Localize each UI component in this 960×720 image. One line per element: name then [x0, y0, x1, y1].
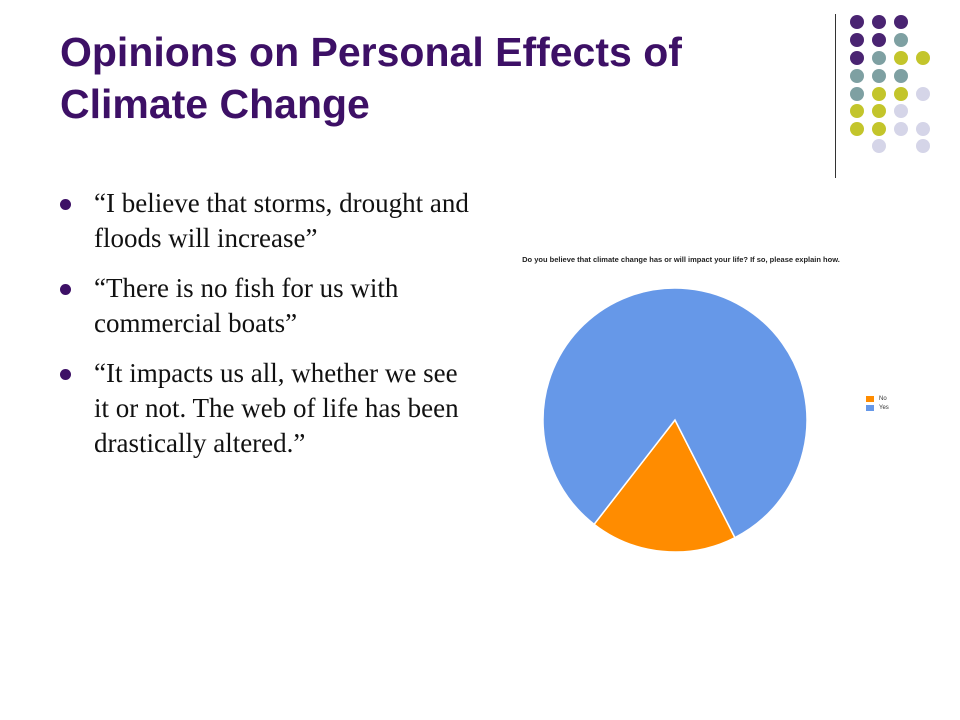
decorative-dot: [916, 122, 930, 136]
decorative-dot: [872, 15, 886, 29]
decorative-dot: [872, 122, 886, 136]
decorative-dot: [872, 33, 886, 47]
legend-swatch-no: [866, 395, 874, 402]
decorative-dot: [894, 51, 908, 65]
decorative-dot: [872, 51, 886, 65]
slide-title: Opinions on Personal Effects of Climate …: [60, 26, 830, 130]
decorative-dot: [850, 33, 864, 47]
pie-chart: [542, 287, 808, 553]
quote-text: “There is no fish for us with commercial…: [94, 273, 399, 338]
quote-item: “It impacts us all, whether we see it or…: [56, 356, 476, 461]
decorative-dot: [872, 69, 886, 83]
decorative-dot: [850, 69, 864, 83]
decorative-dot: [894, 104, 908, 118]
legend-swatch-yes: [866, 404, 874, 411]
pie-slice-no: [593, 418, 736, 553]
decorative-dot: [894, 87, 908, 101]
quote-text: “I believe that storms, drought and floo…: [94, 188, 469, 253]
decorative-dot: [894, 122, 908, 136]
slide-title-line-1: Opinions on Personal Effects of: [60, 29, 682, 75]
decorative-dot: [916, 51, 930, 65]
quote-item: “There is no fish for us with commercial…: [56, 271, 476, 341]
pie-slice-yes: [542, 287, 808, 539]
decorative-dot: [850, 87, 864, 101]
decorative-dot: [894, 33, 908, 47]
chart-legend: No Yes: [866, 394, 889, 412]
decorative-divider: [835, 14, 836, 178]
decorative-dot: [916, 87, 930, 101]
decorative-dot: [872, 139, 886, 153]
quote-text: “It impacts us all, whether we see it or…: [94, 358, 459, 458]
legend-item-yes: Yes: [866, 403, 889, 412]
chart-title: Do you believe that climate change has o…: [522, 255, 840, 264]
decorative-dot: [850, 122, 864, 136]
legend-item-no: No: [866, 394, 889, 403]
quote-list: “I believe that storms, drought and floo…: [56, 186, 476, 476]
quote-item: “I believe that storms, drought and floo…: [56, 186, 476, 256]
decorative-dot: [850, 104, 864, 118]
decorative-dot: [872, 87, 886, 101]
decorative-dot: [872, 104, 886, 118]
slide-title-line-2: Climate Change: [60, 81, 370, 127]
legend-label-no: No: [879, 395, 887, 402]
bullet-icon: [60, 369, 71, 380]
decorative-dot: [850, 15, 864, 29]
decorative-dot: [850, 51, 864, 65]
legend-label-yes: Yes: [879, 404, 889, 411]
decorative-dot: [894, 15, 908, 29]
decorative-dot: [916, 139, 930, 153]
decorative-dot-grid: [850, 15, 930, 153]
decorative-dot: [894, 69, 908, 83]
bullet-icon: [60, 199, 71, 210]
bullet-icon: [60, 284, 71, 295]
